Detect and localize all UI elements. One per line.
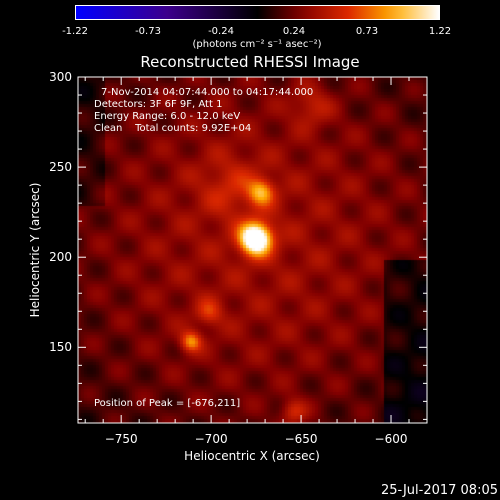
y-tick-label: 250: [49, 160, 72, 175]
y-tick-label: 300: [49, 70, 72, 84]
annotation-detectors: Detectors: 3F 6F 9F, Att 1: [94, 99, 223, 110]
y-axis-label: Heliocentric Y (arcsec): [28, 182, 42, 318]
annotation-clean-counts: Clean Total counts: 9.92E+04: [94, 123, 252, 134]
rhessi-image-heatmap: [78, 77, 427, 423]
annotation-time-range: 7-Nov-2014 04:07:44.000 to 04:17:44.000: [101, 87, 314, 98]
annotation-peak-position: Position of Peak = [-676,211]: [94, 398, 241, 409]
colorbar-unit-label: (photons cm⁻² s⁻¹ asec⁻²): [192, 39, 322, 50]
colorbar: [75, 5, 440, 20]
y-tick-label: 150: [49, 340, 72, 355]
colorbar-tick-label: 1.22: [428, 26, 452, 37]
colorbar-tick-label: -0.24: [208, 26, 234, 37]
x-tick-label: −700: [194, 432, 228, 446]
x-tick-label: −650: [284, 432, 318, 446]
x-axis-label: Heliocentric X (arcsec): [184, 449, 320, 463]
annotation-energy-range: Energy Range: 6.0 - 12.0 keV: [94, 111, 241, 122]
x-tick-label: −750: [104, 432, 138, 446]
y-tick-label: 200: [49, 250, 72, 265]
plot-frame: [77, 76, 428, 424]
colorbar-tick-label: 0.73: [355, 26, 379, 37]
x-tick-label: −600: [374, 432, 408, 446]
axis-ticks: [78, 76, 428, 423]
colorbar-tick-label: -1.22: [62, 26, 88, 37]
colorbar-tick-label: 0.24: [282, 26, 306, 37]
timestamp: 25-Jul-2017 08:05: [380, 483, 498, 498]
colorbar-tick-label: -0.73: [135, 26, 161, 37]
chart-title: Reconstructed RHESSI Image: [140, 53, 360, 71]
